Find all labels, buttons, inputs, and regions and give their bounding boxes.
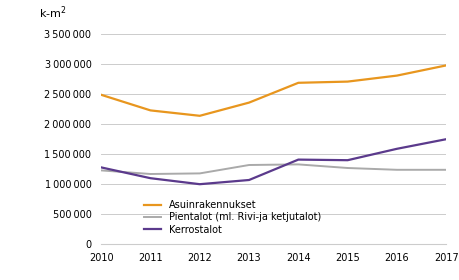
Pientalot (ml. Rivi-ja ketjutalot): [98, 169, 104, 172]
Kerrostalot: [196, 183, 202, 186]
Pientalot (ml. Rivi-ja ketjutalot): [344, 166, 350, 170]
Kerrostalot: [442, 137, 448, 141]
Text: k-m$^2$: k-m$^2$: [39, 4, 66, 21]
Legend: Asuinrakennukset, Pientalot (ml. Rivi-ja ketjutalot), Kerrostalot: Asuinrakennukset, Pientalot (ml. Rivi-ja…: [140, 196, 324, 239]
Kerrostalot: [98, 166, 104, 169]
Line: Asuinrakennukset: Asuinrakennukset: [101, 66, 445, 116]
Pientalot (ml. Rivi-ja ketjutalot): [196, 172, 202, 175]
Asuinrakennukset: [98, 93, 104, 97]
Kerrostalot: [344, 158, 350, 162]
Asuinrakennukset: [442, 64, 448, 67]
Asuinrakennukset: [393, 74, 399, 77]
Kerrostalot: [246, 178, 251, 182]
Kerrostalot: [147, 176, 153, 180]
Asuinrakennukset: [246, 101, 251, 104]
Pientalot (ml. Rivi-ja ketjutalot): [246, 163, 251, 167]
Pientalot (ml. Rivi-ja ketjutalot): [147, 172, 153, 176]
Pientalot (ml. Rivi-ja ketjutalot): [442, 168, 448, 171]
Asuinrakennukset: [196, 114, 202, 118]
Kerrostalot: [393, 147, 399, 150]
Line: Kerrostalot: Kerrostalot: [101, 139, 445, 184]
Kerrostalot: [295, 158, 301, 161]
Asuinrakennukset: [295, 81, 301, 85]
Asuinrakennukset: [344, 80, 350, 83]
Pientalot (ml. Rivi-ja ketjutalot): [393, 168, 399, 171]
Asuinrakennukset: [147, 109, 153, 112]
Line: Pientalot (ml. Rivi-ja ketjutalot): Pientalot (ml. Rivi-ja ketjutalot): [101, 164, 445, 174]
Pientalot (ml. Rivi-ja ketjutalot): [295, 163, 301, 166]
